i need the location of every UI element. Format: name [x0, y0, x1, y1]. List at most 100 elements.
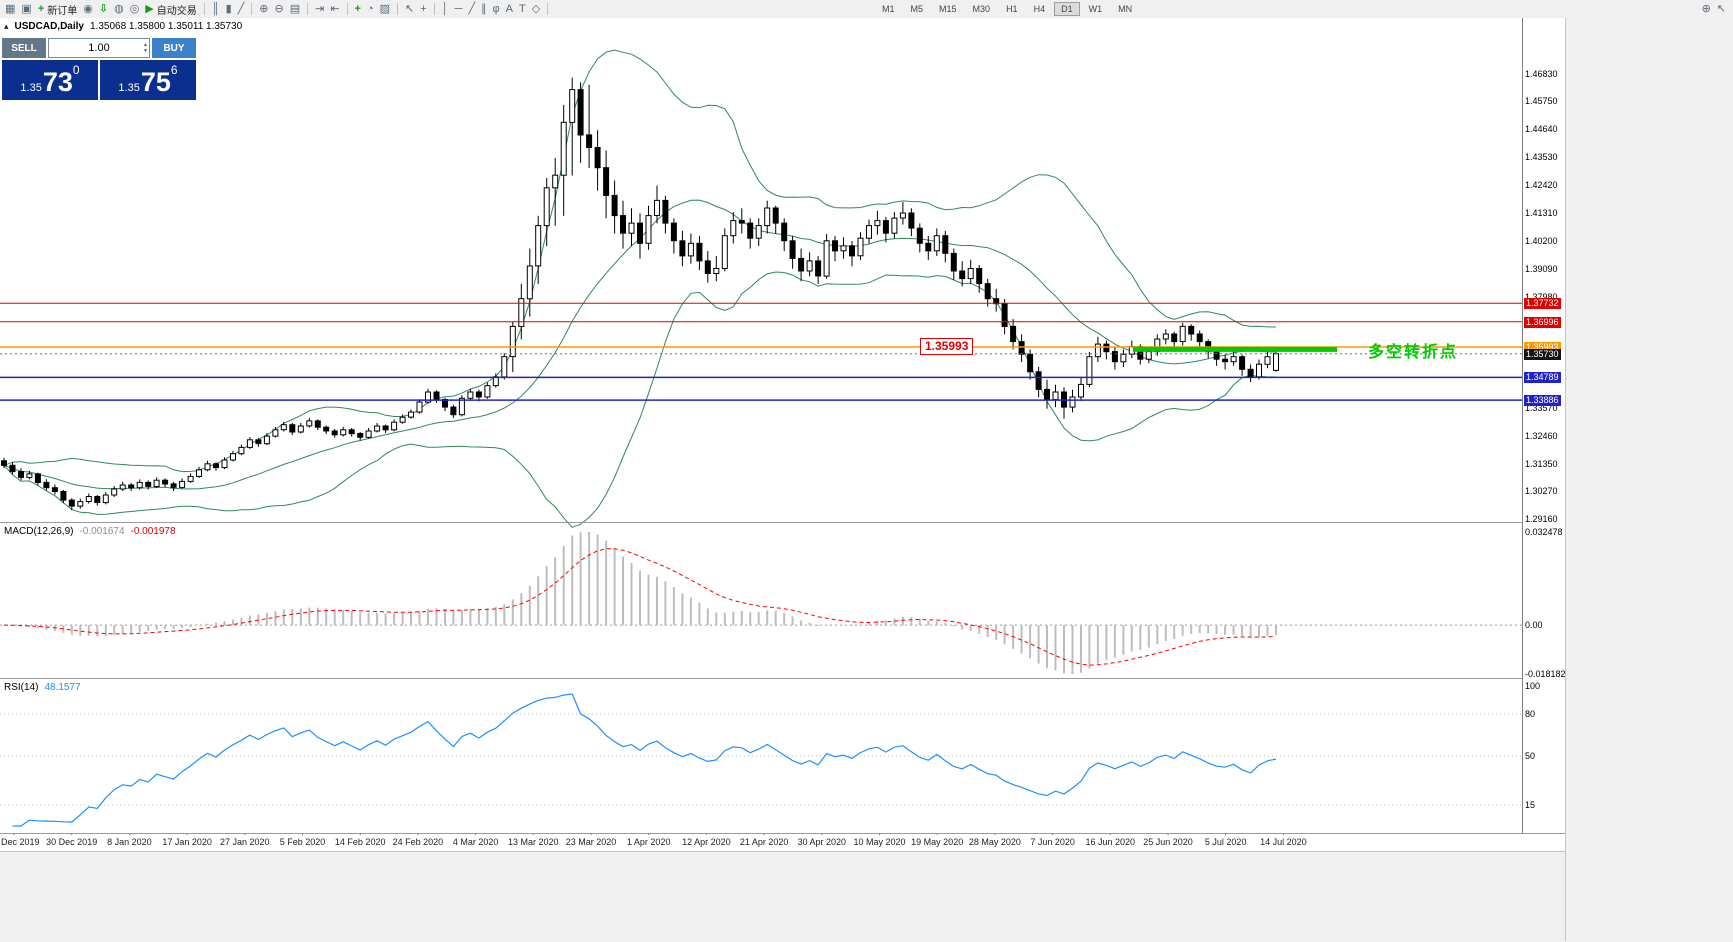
chart-symbol-period: USDCAD,Daily: [14, 21, 84, 32]
text-icon[interactable]: A: [505, 3, 513, 15]
crosshair-icon[interactable]: +: [420, 3, 427, 15]
zoom-icon[interactable]: ⊕: [1701, 3, 1711, 15]
macd-main-value: -0.001674: [79, 526, 125, 537]
rsi-name: RSI(14): [4, 682, 39, 693]
pointer-icon[interactable]: ↖: [1716, 3, 1726, 15]
community-icon[interactable]: ◍: [114, 3, 124, 15]
pane-separator[interactable]: [0, 678, 1565, 679]
bar-chart-icon[interactable]: ║: [211, 3, 220, 15]
tile-windows-icon[interactable]: ▤: [289, 3, 301, 15]
price-axis[interactable]: 0.032478 0.00 -0.018182 100 80 50 15 1.4…: [1522, 18, 1565, 833]
rsi-label: RSI(14) 48.1577: [4, 682, 81, 693]
price-label: 1.35730: [1524, 348, 1561, 360]
sound-icon[interactable]: ◉: [83, 3, 93, 15]
workspace-bottom: [0, 851, 1565, 942]
volume-input[interactable]: 1.00 ▲ ▼: [48, 38, 150, 58]
macd-label: MACD(12,26,9) -0.001674 -0.001978: [4, 526, 176, 537]
volume-value: 1.00: [88, 42, 110, 54]
auto-scroll-icon[interactable]: ⇥: [315, 3, 325, 15]
timeframe-d1[interactable]: D1: [1054, 2, 1080, 16]
timeframe-h4[interactable]: H4: [1033, 4, 1046, 14]
shapes-icon[interactable]: ◇: [531, 3, 541, 15]
pane-separator[interactable]: [0, 522, 1565, 523]
chart-window: ▴ USDCAD,Daily 1.35068 1.35800 1.35011 1…: [0, 18, 1565, 851]
date-label: 5 Jul 2020: [1204, 837, 1247, 847]
chart-profiles-icon[interactable]: ▣: [21, 3, 32, 15]
volume-down-icon[interactable]: ▼: [143, 48, 148, 54]
timeframe-w1[interactable]: W1: [1088, 4, 1103, 14]
zoom-out-icon[interactable]: ⊖: [274, 3, 284, 15]
price-label: 1.35993: [1524, 342, 1561, 354]
timeframe-m1[interactable]: M1: [882, 4, 895, 14]
pane-separator[interactable]: [0, 833, 1565, 834]
rsi-scale-2: 50: [1525, 751, 1536, 761]
timeframe-mn[interactable]: MN: [1118, 4, 1133, 14]
chart-ohlc: 1.35068 1.35800 1.35011 1.35730: [90, 21, 243, 32]
sell-price-display[interactable]: 1.35 73 0: [2, 60, 98, 100]
zoom-in-icon[interactable]: ⊕: [259, 3, 269, 15]
chart-shift-icon[interactable]: ⇤: [330, 3, 340, 15]
rsi-scale-3: 15: [1525, 800, 1536, 810]
date-axis[interactable]: 20 Dec 2019 30 Dec 2019 8 Jan 2020 17 Jan 2…: [0, 835, 1522, 851]
macd-scale-min: -0.018182: [1525, 669, 1565, 679]
volume-spinner[interactable]: ▲ ▼: [143, 39, 148, 57]
date-label: 14 Jul 2020: [1260, 837, 1307, 847]
buy-button[interactable]: BUY: [152, 38, 196, 58]
fibonacci-icon[interactable]: φ: [492, 3, 500, 15]
indicators-icon[interactable]: +: [354, 3, 361, 15]
price-flag[interactable]: 1.35993: [920, 338, 974, 356]
timeframe-m30[interactable]: M30: [972, 4, 991, 14]
download-history-icon[interactable]: ⇩: [98, 3, 109, 15]
macd-signal-value: -0.001978: [130, 526, 176, 537]
new-chart-icon[interactable]: ▦: [5, 3, 16, 15]
macd-pane: [0, 532, 1522, 674]
templates-icon[interactable]: ▨: [379, 3, 391, 15]
price-label: 1.37732: [1524, 298, 1561, 310]
candlestick-chart-icon[interactable]: ▮: [225, 3, 232, 15]
web-icon[interactable]: ◎: [129, 3, 140, 15]
rsi-scale-1: 80: [1525, 709, 1536, 719]
horizontal-line-icon[interactable]: ─: [454, 3, 463, 15]
bollinger-bands: [3, 49, 1277, 528]
timeframe-m5[interactable]: M5: [910, 4, 924, 14]
line-chart-icon[interactable]: ╱: [237, 3, 245, 15]
periods-icon[interactable]: ◔: [366, 3, 374, 15]
vertical-line-icon[interactable]: │: [441, 3, 449, 15]
price-label: 1.33886: [1524, 395, 1561, 407]
toolbar-separator: [307, 3, 309, 15]
sell-button[interactable]: SELL: [2, 38, 46, 58]
macd-name: MACD(12,26,9): [4, 526, 74, 537]
one-click-toggle[interactable]: ▴: [4, 21, 9, 31]
price-label: 1.31350: [1525, 459, 1558, 470]
date-label: 19 May 2020: [911, 837, 964, 847]
toolbar-separator: [397, 3, 399, 15]
timeframe-bar: M1 M5 M15 M30 H1 H4 D1 W1 MN: [874, 2, 1140, 16]
date-label: 30 Apr 2020: [797, 837, 847, 847]
timeframe-m15[interactable]: M15: [939, 4, 957, 14]
buy-price-display[interactable]: 1.35 75 6: [100, 60, 196, 100]
new-order-button[interactable]: + 新订单: [37, 3, 78, 17]
sell-price-prefix: 1.35: [20, 82, 42, 94]
date-label: 8 Jan 2020: [107, 837, 152, 847]
cursor-icon[interactable]: ↖: [405, 3, 415, 15]
timeframe-h1[interactable]: H1: [1006, 4, 1018, 14]
price-label: 1.40200: [1525, 236, 1558, 247]
label-icon[interactable]: T: [518, 3, 526, 15]
price-label: 1.29160: [1525, 514, 1558, 525]
date-label: 17 Jan 2020: [162, 837, 212, 847]
date-label: 21 Apr 2020: [739, 837, 789, 847]
chart-plot[interactable]: [0, 18, 1565, 851]
horizontal-lines[interactable]: [0, 302, 1522, 401]
trendline-icon[interactable]: ╱: [468, 3, 475, 15]
date-label: 13 Mar 2020: [508, 837, 559, 847]
channel-icon[interactable]: ∥: [480, 3, 487, 15]
toolbar: ▦ ▣ + 新订单 ◉ ⇩ ◍ ◎ ▶ 自动交易 ║ ▮ ╱ ⊕ ⊖ ▤ ⇥ ⇤ + ◔ ▨ ↖ + │ ─ ╱ ∥ φ A T ◇ M1 M…: [0, 0, 1733, 19]
autotrading-button[interactable]: ▶ 自动交易: [145, 3, 197, 17]
date-label: 28 May 2020: [968, 837, 1021, 847]
price-label: 1.42420: [1525, 180, 1558, 191]
rsi-value: 48.1577: [44, 682, 81, 693]
annotation-text[interactable]: 多空转折点: [1368, 343, 1459, 361]
toolbar-separator: [547, 3, 549, 15]
price-label: 1.46830: [1525, 68, 1558, 79]
volume-up-icon[interactable]: ▲: [143, 42, 148, 48]
